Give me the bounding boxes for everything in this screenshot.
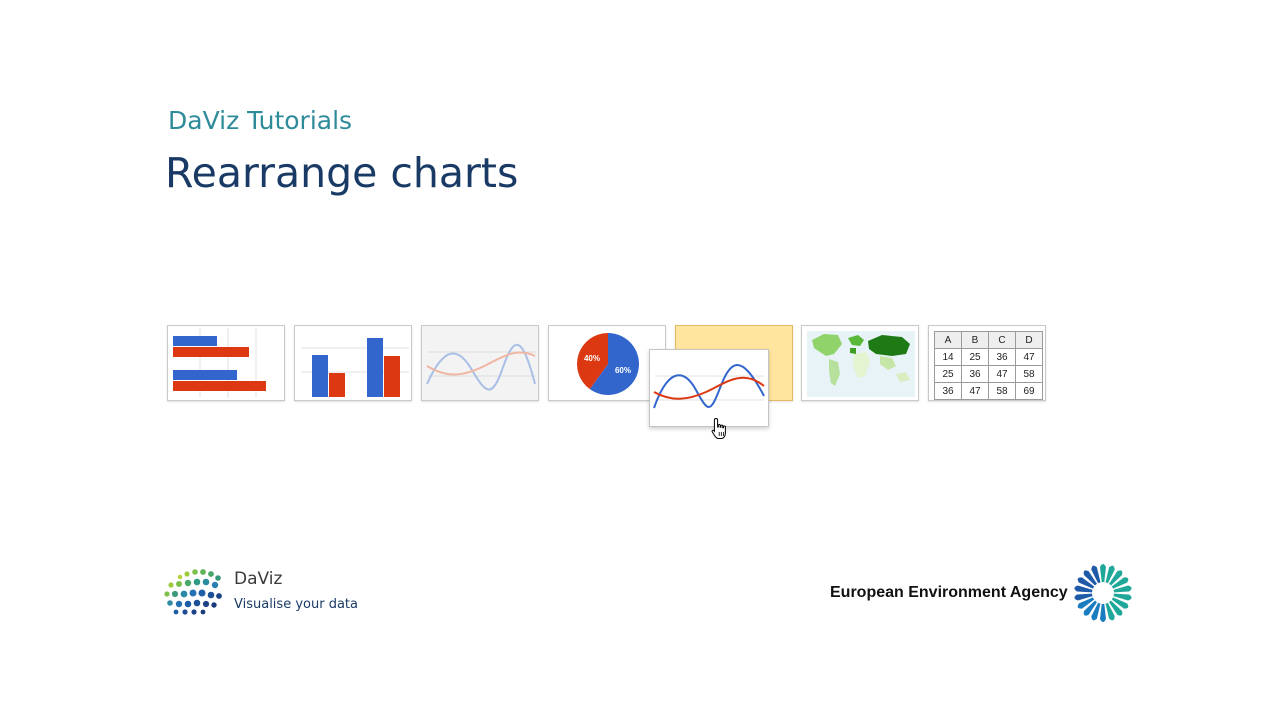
hand-cursor-icon <box>711 417 729 445</box>
eea-logo-icon <box>1070 561 1136 629</box>
pie-chart-icon: 40% 60% <box>577 333 640 395</box>
table-cell: 36 <box>934 382 962 400</box>
bar-chart-icon <box>173 328 266 398</box>
line-chart-icon <box>426 343 536 391</box>
thumbnail-horizontal-bar-chart[interactable] <box>167 325 285 401</box>
table-cell: 47 <box>1015 348 1043 366</box>
table-cell: 58 <box>988 382 1016 400</box>
table-row: 14 25 36 47 <box>934 348 1043 366</box>
page-title: Rearrange charts <box>165 149 519 197</box>
table-cell: 14 <box>934 348 962 366</box>
world-map-icon <box>807 331 915 397</box>
table-cell: 69 <box>1015 382 1043 400</box>
table-cell: 25 <box>961 348 989 366</box>
table-cell: 58 <box>1015 365 1043 383</box>
table-header-cell: C <box>988 331 1016 349</box>
table-cell: 47 <box>961 382 989 400</box>
pie-label-60: 60% <box>615 366 631 375</box>
table-cell: 36 <box>988 348 1016 366</box>
thumbnail-pie-chart[interactable]: 40% 60% <box>548 325 666 401</box>
eea-brand-name: European Environment Agency <box>830 584 1068 601</box>
pie-label-40: 40% <box>584 354 600 363</box>
dragged-line-chart-thumbnail[interactable] <box>649 349 769 427</box>
column-chart-icon <box>301 338 409 397</box>
line-chart-icon <box>653 364 765 409</box>
table-header-row: A B C D <box>934 331 1043 349</box>
table-row: 25 36 47 58 <box>934 365 1043 383</box>
table-cell: 47 <box>988 365 1016 383</box>
thumbnail-table-chart[interactable]: A B C D 14 25 36 47 25 36 47 58 36 47 <box>928 325 1046 401</box>
thumbnail-line-chart[interactable] <box>421 325 539 401</box>
table-cell: 36 <box>961 365 989 383</box>
table-header-cell: D <box>1015 331 1043 349</box>
thumbnail-geo-map[interactable] <box>801 325 919 401</box>
thumbnail-column-chart[interactable] <box>294 325 412 401</box>
eea-petal <box>1100 564 1106 593</box>
eea-petal <box>1100 593 1106 622</box>
daviz-tagline: Visualise your data <box>234 597 358 612</box>
table-cell: 25 <box>934 365 962 383</box>
daviz-brand-name: DaViz <box>234 569 283 589</box>
table-header-cell: B <box>961 331 989 349</box>
table-row: 36 47 58 69 <box>934 382 1043 400</box>
tutorial-subtitle: DaViz Tutorials <box>168 106 353 135</box>
daviz-logo-icon <box>162 568 226 620</box>
table-header-cell: A <box>934 331 962 349</box>
table-icon: A B C D 14 25 36 47 25 36 47 58 36 47 <box>934 331 1043 400</box>
